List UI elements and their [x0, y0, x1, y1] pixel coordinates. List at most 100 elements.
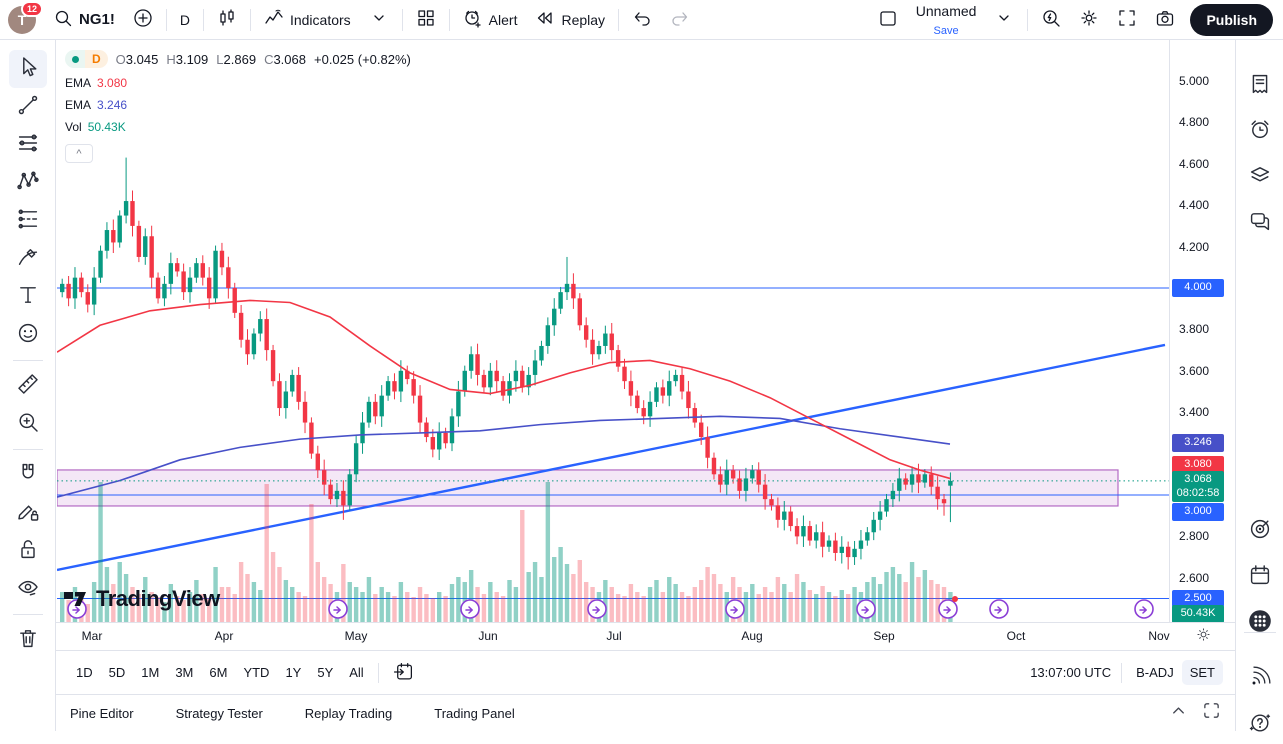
sidebar-calendar-button[interactable] — [1241, 558, 1279, 596]
range-1m-button[interactable]: 1M — [141, 665, 160, 680]
goto-date-icon — [393, 662, 414, 685]
divider — [1027, 8, 1029, 31]
sidebar-alerts-clock-button[interactable] — [1241, 112, 1279, 150]
sidebar-layers-button[interactable] — [1241, 158, 1279, 196]
panel-tab-pine-editor[interactable]: Pine Editor — [70, 705, 134, 721]
interval-button[interactable]: D — [179, 11, 190, 28]
trend-line-drawing[interactable] — [57, 343, 1166, 572]
tool-fib-retracement[interactable] — [9, 202, 47, 240]
symbol-search-button[interactable]: NG1! — [44, 4, 124, 36]
ohlc-legend-row: D O3.045 H3.109 L2.869 C3.068 +0.025 (+0.82%… — [65, 50, 411, 68]
ohlc-value: C3.068 — [264, 51, 306, 67]
alert-button[interactable]: Alert — [454, 4, 527, 36]
notification-badge: 12 — [20, 0, 43, 17]
tradingview-logo-icon — [64, 592, 86, 606]
indicator-legend-row[interactable]: EMA 3.080 — [65, 76, 128, 90]
layout-name-button[interactable]: Unnamed Save — [915, 2, 977, 37]
tool-text[interactable] — [9, 278, 47, 316]
tool-trash[interactable] — [9, 621, 47, 659]
right-sidebar — [1235, 40, 1283, 732]
panel-maximize-button maximize-icon[interactable] — [1202, 701, 1221, 725]
tool-horizontal-lines[interactable] — [9, 126, 47, 164]
snapshot-button[interactable] — [1146, 4, 1184, 36]
goto-date-button[interactable] — [385, 656, 422, 690]
replay-button[interactable]: Replay — [526, 4, 614, 36]
magnet-icon — [16, 461, 40, 490]
indicator-legend-row[interactable]: Vol 50.43K — [65, 120, 126, 134]
layout-menu-chevron[interactable] — [985, 4, 1023, 36]
gear-icon — [1079, 8, 1099, 31]
range-all-button[interactable]: All — [349, 665, 364, 680]
ohlc-value: H3.109 — [166, 51, 209, 67]
compare-add-button[interactable] — [124, 4, 162, 36]
clock[interactable]: 13:07:00 UTC — [1030, 665, 1112, 680]
panel-tab-replay-trading[interactable]: Replay Trading — [304, 705, 393, 721]
grid-layout-button[interactable] — [407, 4, 445, 36]
quick-search-button[interactable] — [1032, 4, 1070, 36]
fullscreen-button[interactable] — [1108, 4, 1146, 36]
legend-collapse-button[interactable]: ^ — [65, 144, 93, 163]
layers-icon — [1248, 163, 1272, 192]
settlement-toggle[interactable]: SET — [1181, 660, 1223, 685]
indicator-legend-row[interactable]: EMA 3.246 — [65, 98, 128, 112]
alert-clock-icon — [463, 8, 483, 31]
sidebar-chat-button[interactable] — [1241, 204, 1279, 242]
divider — [448, 8, 450, 31]
tool-cursor[interactable] — [8, 50, 47, 88]
undo-button[interactable] — [623, 4, 661, 36]
panel-tab-trading-panel[interactable]: Trading Panel — [434, 705, 515, 721]
range-1y-button[interactable]: 1Y — [285, 665, 302, 680]
tool-brush[interactable] — [9, 240, 47, 278]
emoji-icon — [16, 321, 40, 350]
redo-button[interactable] — [661, 4, 699, 36]
adjustment-toggle[interactable]: B-ADJ — [1136, 665, 1174, 680]
tool-zoom-in[interactable] — [9, 405, 47, 443]
undo-icon — [632, 8, 652, 31]
support-zone-rect[interactable] — [57, 469, 1119, 507]
sidebar-help-button[interactable] — [1241, 706, 1279, 744]
zoom-in-icon — [16, 410, 40, 439]
price-tick: 4.200 — [1179, 239, 1210, 254]
chart-settings-button[interactable] — [1070, 4, 1108, 36]
chart-pane[interactable]: D O3.045 H3.109 L2.869 C3.068 +0.025 (+0.82%… — [56, 40, 1235, 622]
tool-magnet[interactable] — [9, 456, 47, 494]
sidebar-apps-grid-button[interactable] — [1241, 604, 1279, 642]
range-3m-button[interactable]: 3M — [175, 665, 194, 680]
time-axis-month: Jul — [606, 629, 622, 643]
tool-ruler[interactable] — [9, 367, 47, 405]
user-avatar[interactable]: T 12 — [8, 0, 43, 34]
publish-button[interactable]: Publish — [1190, 3, 1273, 36]
range-5d-button[interactable]: 5D — [108, 665, 126, 680]
chart-style-button[interactable] — [208, 4, 246, 36]
range-1d-button[interactable]: 1D — [76, 665, 93, 680]
tool-eye[interactable] — [9, 570, 47, 608]
chart-canvas[interactable] — [57, 40, 1169, 622]
tool-emoji[interactable] — [9, 316, 47, 354]
price-label-3.000: 3.000 — [1172, 503, 1224, 521]
ema-fast-line[interactable] — [57, 299, 951, 480]
alerts-clock-icon — [1248, 117, 1272, 146]
price-axis[interactable]: 5.000 4.800 4.600 4.400 4.200 3.800 3.600 3.400… — [1169, 40, 1235, 622]
tool-lock-open[interactable] — [9, 532, 47, 570]
contract-rollover-markers[interactable] — [67, 596, 1154, 619]
sidebar-watchlist-button[interactable] — [1241, 67, 1279, 105]
range-6m-button[interactable]: 6M — [209, 665, 228, 680]
tool-trend-line[interactable] — [9, 88, 47, 126]
panel-expand-button chevron-up-icon[interactable] — [1169, 701, 1188, 725]
tool-edit-drawing[interactable] — [9, 494, 47, 532]
time-axis-month: Sep — [873, 629, 895, 643]
ema-slow-line[interactable] — [57, 415, 951, 498]
sidebar-broadcast-button[interactable] — [1241, 660, 1279, 698]
range-5y-button[interactable]: 5Y — [317, 665, 334, 680]
layout-button[interactable] — [869, 4, 907, 36]
price-tick: 2.600 — [1179, 570, 1210, 585]
axis-settings-gear-icon[interactable] — [1192, 626, 1214, 648]
panel-tab-strategy-tester[interactable]: Strategy Tester — [175, 705, 263, 721]
indicators-button[interactable]: Indicators — [255, 4, 360, 36]
time-axis[interactable]: Mar Apr May Jun Jul Aug Sep Oct Nov — [56, 622, 1235, 650]
price-tick: 4.800 — [1179, 115, 1210, 130]
tool-xabcd-pattern[interactable] — [9, 164, 47, 202]
indicators-templates-button[interactable] — [360, 4, 398, 36]
sidebar-screener-radar-button[interactable] — [1241, 512, 1279, 550]
range-ytd-button[interactable]: YTD — [243, 665, 270, 680]
